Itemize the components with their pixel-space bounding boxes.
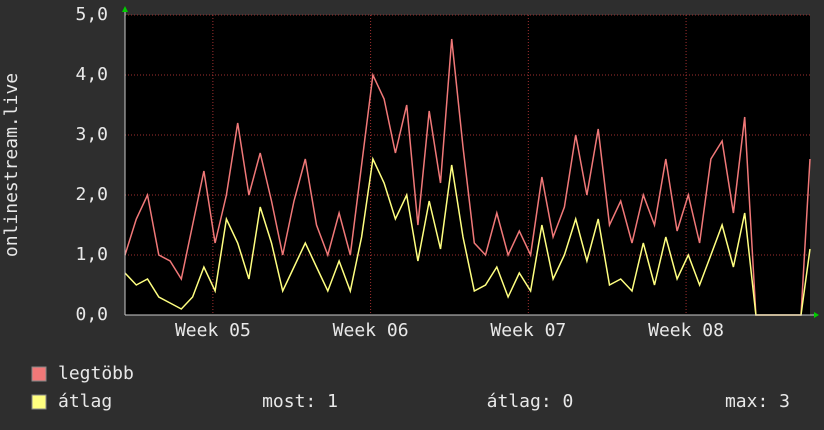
x-tick-label: Week 07 <box>490 320 566 341</box>
y-tick-label: 2,0 <box>75 184 108 205</box>
stat: átlag: 0 <box>487 391 574 412</box>
legend-swatch <box>31 366 47 382</box>
series-line <box>124 156 811 316</box>
y-tick-label: 4,0 <box>75 64 108 85</box>
x-tick-label: Week 08 <box>648 320 724 341</box>
x-arrow <box>814 312 819 318</box>
y-tick-label: 3,0 <box>75 124 108 145</box>
series-line <box>124 38 811 316</box>
legend: legtöbb átlag <box>31 363 134 412</box>
lines <box>124 38 811 316</box>
stat: most: 1 <box>262 391 338 412</box>
plot-area <box>125 15 810 315</box>
y-tick-label: 1,0 <box>75 244 108 265</box>
legend-swatch <box>31 394 47 410</box>
y-tick-label: 5,0 <box>75 4 108 25</box>
y-arrow <box>122 6 128 12</box>
stat: max: 3 <box>725 391 790 412</box>
y-tick-label: 0,0 <box>75 304 108 325</box>
legend-label: átlag <box>58 391 112 412</box>
x-tick-label: Week 06 <box>333 320 409 341</box>
x-tick-label: Week 05 <box>175 320 251 341</box>
legend-label: legtöbb <box>58 363 134 384</box>
y-axis-label: onlinestream.live <box>1 73 22 257</box>
